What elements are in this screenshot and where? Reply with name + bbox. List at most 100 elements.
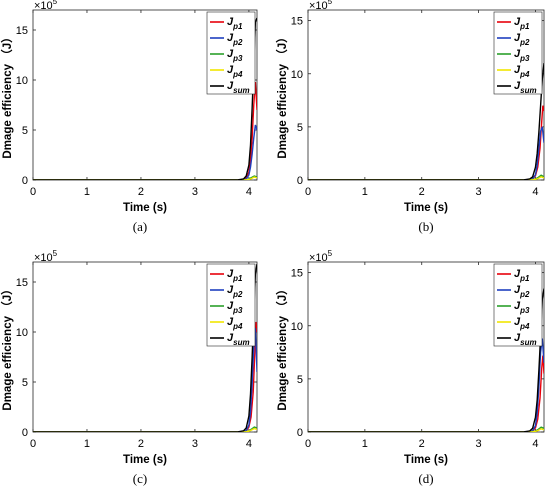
y-axis-label: Dmage efficiency （J） [275,31,289,158]
legend-entry-name: J [227,284,234,296]
y-exponent-label: ×105 [309,249,333,264]
y-exponent-label: ×105 [34,0,58,12]
legend-entry-subscript: p3 [232,54,243,63]
legend-entry-sum: Jsum [227,80,250,95]
x-tick-label: 4 [532,438,538,450]
legend-entry-p1: Jp1 [227,268,243,283]
y-tick-label: 0 [297,427,303,439]
legend-entry-name: J [514,316,521,328]
legend-entry-name: J [514,80,521,92]
y-exponent-base: ×10 [309,0,328,12]
legend-entry-subscript: sum [520,86,536,95]
legend-entry-p2: Jp2 [514,284,530,299]
y-exponent-power: 5 [328,0,333,6]
panel-caption-c: (c) [133,471,147,486]
x-tick-label: 4 [532,186,538,198]
legend-box [206,11,256,95]
legend-entry-p3: Jp3 [227,48,243,63]
x-tick-label: 3 [476,186,482,198]
y-tick-label: 0 [297,175,303,187]
legend-entry-p3: Jp3 [514,48,530,63]
panel-caption-b: (b) [418,219,433,234]
legend-entry-p3: Jp3 [514,300,530,315]
x-tick-label: 3 [476,438,482,450]
x-tick-label: 1 [84,438,90,450]
x-axis-label: Time (s) [123,454,167,466]
legend-entry-name: J [227,32,234,44]
y-tick-label: 0 [22,175,28,187]
legend-entry-p2: Jp2 [227,32,243,47]
legend-entry-p4: Jp4 [514,64,530,79]
x-tick-label: 0 [305,186,311,198]
legend-entry-subscript: sum [233,338,249,347]
legend-entry-sum: Jsum [227,332,250,347]
y-tick-label: 15 [291,268,303,280]
x-axis-label: Time (s) [404,202,448,214]
legend-entry-subscript: sum [233,86,249,95]
panel-caption-d: (d) [418,471,433,486]
x-tick-label: 4 [246,438,252,450]
legend-entry-name: J [514,32,521,44]
y-exponent-power: 5 [328,249,333,258]
legend-entry-name: J [514,300,521,312]
legend-entry-name: J [514,332,521,344]
x-tick-label: 0 [30,438,36,450]
y-exponent-power: 5 [53,249,58,258]
legend-box [206,263,256,347]
legend-entry-subscript: sum [520,338,536,347]
x-tick-label: 2 [419,186,425,198]
legend-entry-subscript: p4 [232,322,243,331]
x-tick-label: 3 [192,438,198,450]
y-tick-label: 15 [16,25,28,37]
legend-entry-name: J [227,16,234,28]
legend-box [493,11,543,95]
legend-entry-subscript: p3 [519,54,530,63]
legend-entry-name: J [227,316,234,328]
legend-entry-p2: Jp2 [514,32,530,47]
legend-entry-name: J [514,16,521,28]
y-tick-label: 15 [291,16,303,28]
y-exponent-base: ×10 [34,252,53,264]
legend-entry-subscript: p1 [232,22,243,31]
legend-entry-subscript: p3 [519,306,530,315]
legend-entry-p2: Jp2 [227,284,243,299]
x-tick-label: 2 [138,438,144,450]
y-axis-label: Dmage efficiency （J） [0,283,14,410]
y-exponent-base: ×10 [309,252,328,264]
y-exponent-power: 5 [53,0,58,6]
legend-entry-subscript: p2 [232,290,243,299]
x-tick-label: 3 [192,186,198,198]
legend-entry-subscript: p2 [519,290,530,299]
x-tick-label: 0 [30,186,36,198]
y-tick-label: 5 [297,122,303,134]
y-tick-label: 5 [22,125,28,137]
y-tick-label: 5 [297,374,303,386]
legend-entry-subscript: p2 [232,38,243,47]
legend-entry-name: J [227,300,234,312]
x-tick-label: 2 [138,186,144,198]
y-tick-label: 10 [16,327,28,339]
legend-entry-name: J [227,80,234,92]
legend-entry-subscript: p2 [519,38,530,47]
x-axis-label: Time (s) [123,202,167,214]
x-tick-label: 1 [362,438,368,450]
legend-entry-subscript: p1 [519,274,530,283]
y-axis-label: Dmage efficiency （J） [0,31,14,158]
legend-entry-subscript: p4 [519,322,530,331]
legend-entry-name: J [514,284,521,296]
y-axis-label: Dmage efficiency （J） [275,283,289,410]
legend-box [493,263,543,347]
legend-entry-name: J [227,332,234,344]
legend-entry-name: J [514,48,521,60]
legend-entry-p1: Jp1 [514,16,530,31]
y-exponent-label: ×105 [34,249,58,264]
legend-entry-subscript: p4 [519,70,530,79]
legend-entry-p4: Jp4 [227,64,243,79]
y-exponent-base: ×10 [34,0,53,12]
y-exponent-label: ×105 [309,0,333,12]
legend-entry-subscript: p3 [232,306,243,315]
y-tick-label: 10 [291,69,303,81]
